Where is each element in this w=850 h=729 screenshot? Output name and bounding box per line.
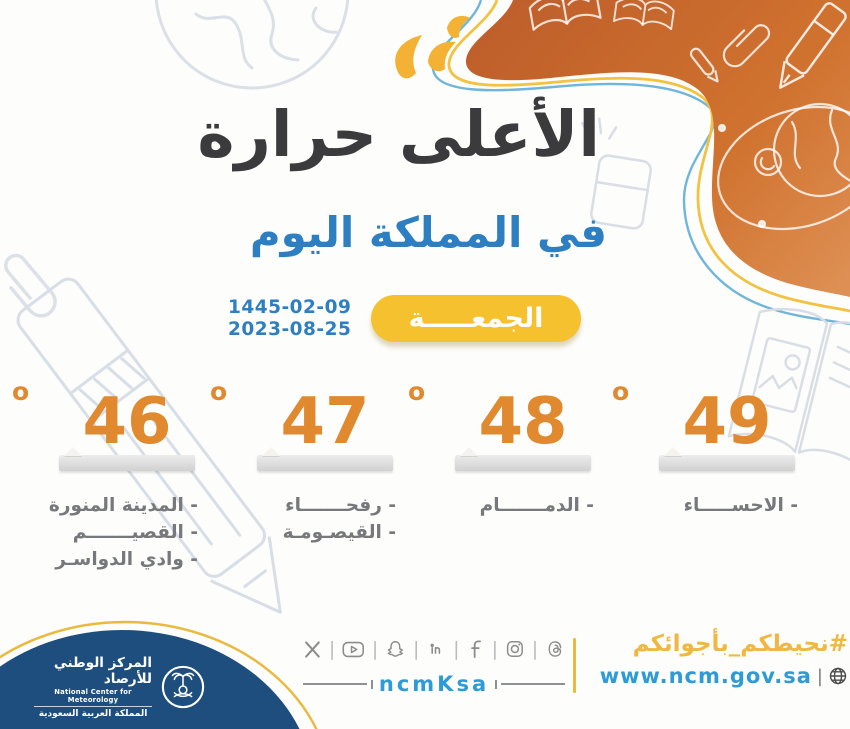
temperature-value: 46 [82, 385, 172, 459]
ncm-logo: المركز الوطني للأرصاد National Center fo… [34, 655, 206, 719]
footer-divider [573, 638, 576, 693]
threads-icon[interactable] [545, 638, 565, 660]
instagram-icon[interactable] [505, 638, 525, 660]
city-list: - رفحـــــــاء - القيصـومـة [240, 492, 410, 546]
blob-outline-yellow [447, 0, 850, 313]
degree-symbol: o [408, 377, 426, 406]
social-icons-row: | | | | | [303, 634, 565, 664]
campaign-block: #نحيطكم_بأجوائكم www.ncm.gov.sa | [592, 629, 848, 688]
date-gregorian: 2023-08-25 [228, 319, 352, 340]
city-item: - القيصـومـة [282, 522, 396, 543]
footer-yellow-arc [0, 620, 318, 729]
temp-column-46: 46 o - المدينة المنورة - القصيـــــــم - … [12, 377, 212, 573]
ribbon-bar [455, 455, 591, 471]
social-handle-row: ncmKsa [303, 672, 566, 696]
eraser-doodle [581, 117, 652, 230]
temperature-value: 47 [280, 385, 370, 459]
city-list: - الدمـــــــام [438, 492, 608, 519]
day-badge: الجمعـــــة [371, 295, 581, 342]
page-title: الأعلى حرارة [197, 98, 600, 171]
city-item: - وادي الدواسـر [55, 549, 198, 570]
linkedin-icon[interactable] [426, 638, 446, 660]
page-subtitle: في المملكة اليوم [249, 208, 607, 257]
temp-column-49: 49 o - الاحســـــاء [612, 377, 812, 519]
city-item: - الدمـــــــام [479, 495, 594, 516]
city-item: - المدينة المنورة [48, 495, 198, 516]
splash-doodle [395, 15, 470, 79]
social-block: | | | | | [303, 634, 566, 696]
paperclip-doodle [4, 253, 57, 318]
ncm-emblem-icon [161, 665, 205, 709]
city-item: - القصيـــــــم [72, 522, 198, 543]
footer-navy-blob [0, 630, 300, 729]
youtube-icon[interactable] [342, 639, 365, 660]
city-list: - المدينة المنورة - القصيـــــــم - وادي… [42, 492, 212, 573]
website-row: www.ncm.gov.sa | [592, 664, 848, 688]
snapchat-icon[interactable] [385, 638, 406, 661]
temperature-value: 49 [682, 385, 772, 459]
ribbon-bar [59, 455, 195, 471]
social-handle[interactable]: ncmKsa [378, 672, 490, 696]
ribbon-bar [659, 455, 795, 471]
temperature-value: 48 [478, 385, 568, 459]
degree-symbol: o [12, 377, 30, 406]
campaign-hashtag[interactable]: #نحيطكم_بأجوائكم [632, 631, 848, 657]
website-url[interactable]: www.ncm.gov.sa [599, 664, 812, 688]
ribbon-bar [257, 455, 393, 471]
globe-doodle [154, 0, 350, 90]
city-item: - رفحـــــــاء [285, 495, 396, 516]
blob-outline-blue [431, 0, 850, 326]
logo-country: المملكة العربية السعودية [38, 709, 148, 719]
orange-blob [465, 0, 850, 297]
degree-symbol: o [210, 377, 228, 406]
temp-column-47: 47 o - رفحـــــــاء - القيصـومـة [210, 377, 410, 546]
pencil-doodle [16, 277, 282, 614]
globe-icon [829, 667, 847, 685]
city-list: - الاحســـــاء [642, 492, 812, 519]
date-box: 1445-02-09 2023-08-25 [228, 297, 353, 341]
blob-doodles [527, 0, 850, 231]
degree-symbol: o [612, 377, 630, 406]
temp-column-48: 48 o - الدمـــــــام [408, 377, 608, 519]
x-icon[interactable] [303, 639, 322, 660]
logo-title-ar: المركز الوطني للأرصاد [53, 655, 152, 687]
date-hijri: 1445-02-09 [228, 297, 352, 318]
logo-title-en: National Center for Meteorology [34, 688, 152, 707]
city-item: - الاحســـــاء [683, 495, 798, 516]
facebook-icon[interactable] [467, 638, 485, 660]
